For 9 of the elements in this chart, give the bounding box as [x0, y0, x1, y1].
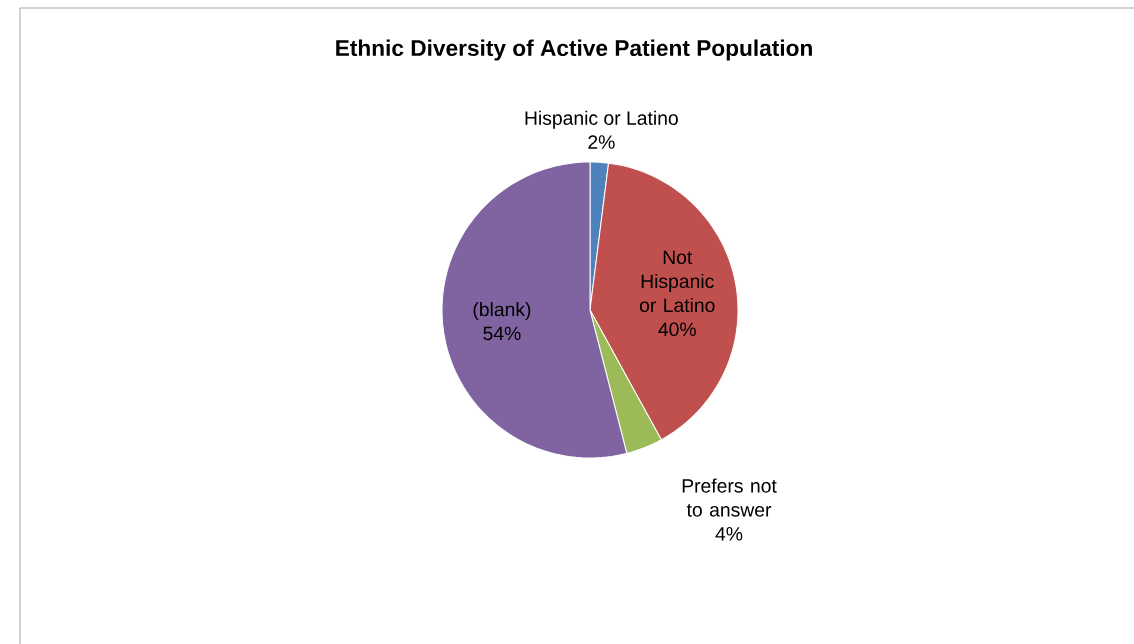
slice-label: Hispanic or Latino — [525, 110, 678, 129]
data-label: 4% — [715, 527, 743, 541]
chart-title: Ethnic Diversity of Active Patient Population — [336, 39, 812, 61]
slice-label: Not Hispanic or Latino — [639, 250, 715, 313]
slice-label: (blank) — [473, 302, 531, 321]
slice-label: Prefers not to answer — [682, 478, 777, 517]
data-label: 40% — [658, 322, 696, 337]
data-label: 54% — [483, 326, 521, 341]
data-label: 2% — [588, 135, 615, 149]
